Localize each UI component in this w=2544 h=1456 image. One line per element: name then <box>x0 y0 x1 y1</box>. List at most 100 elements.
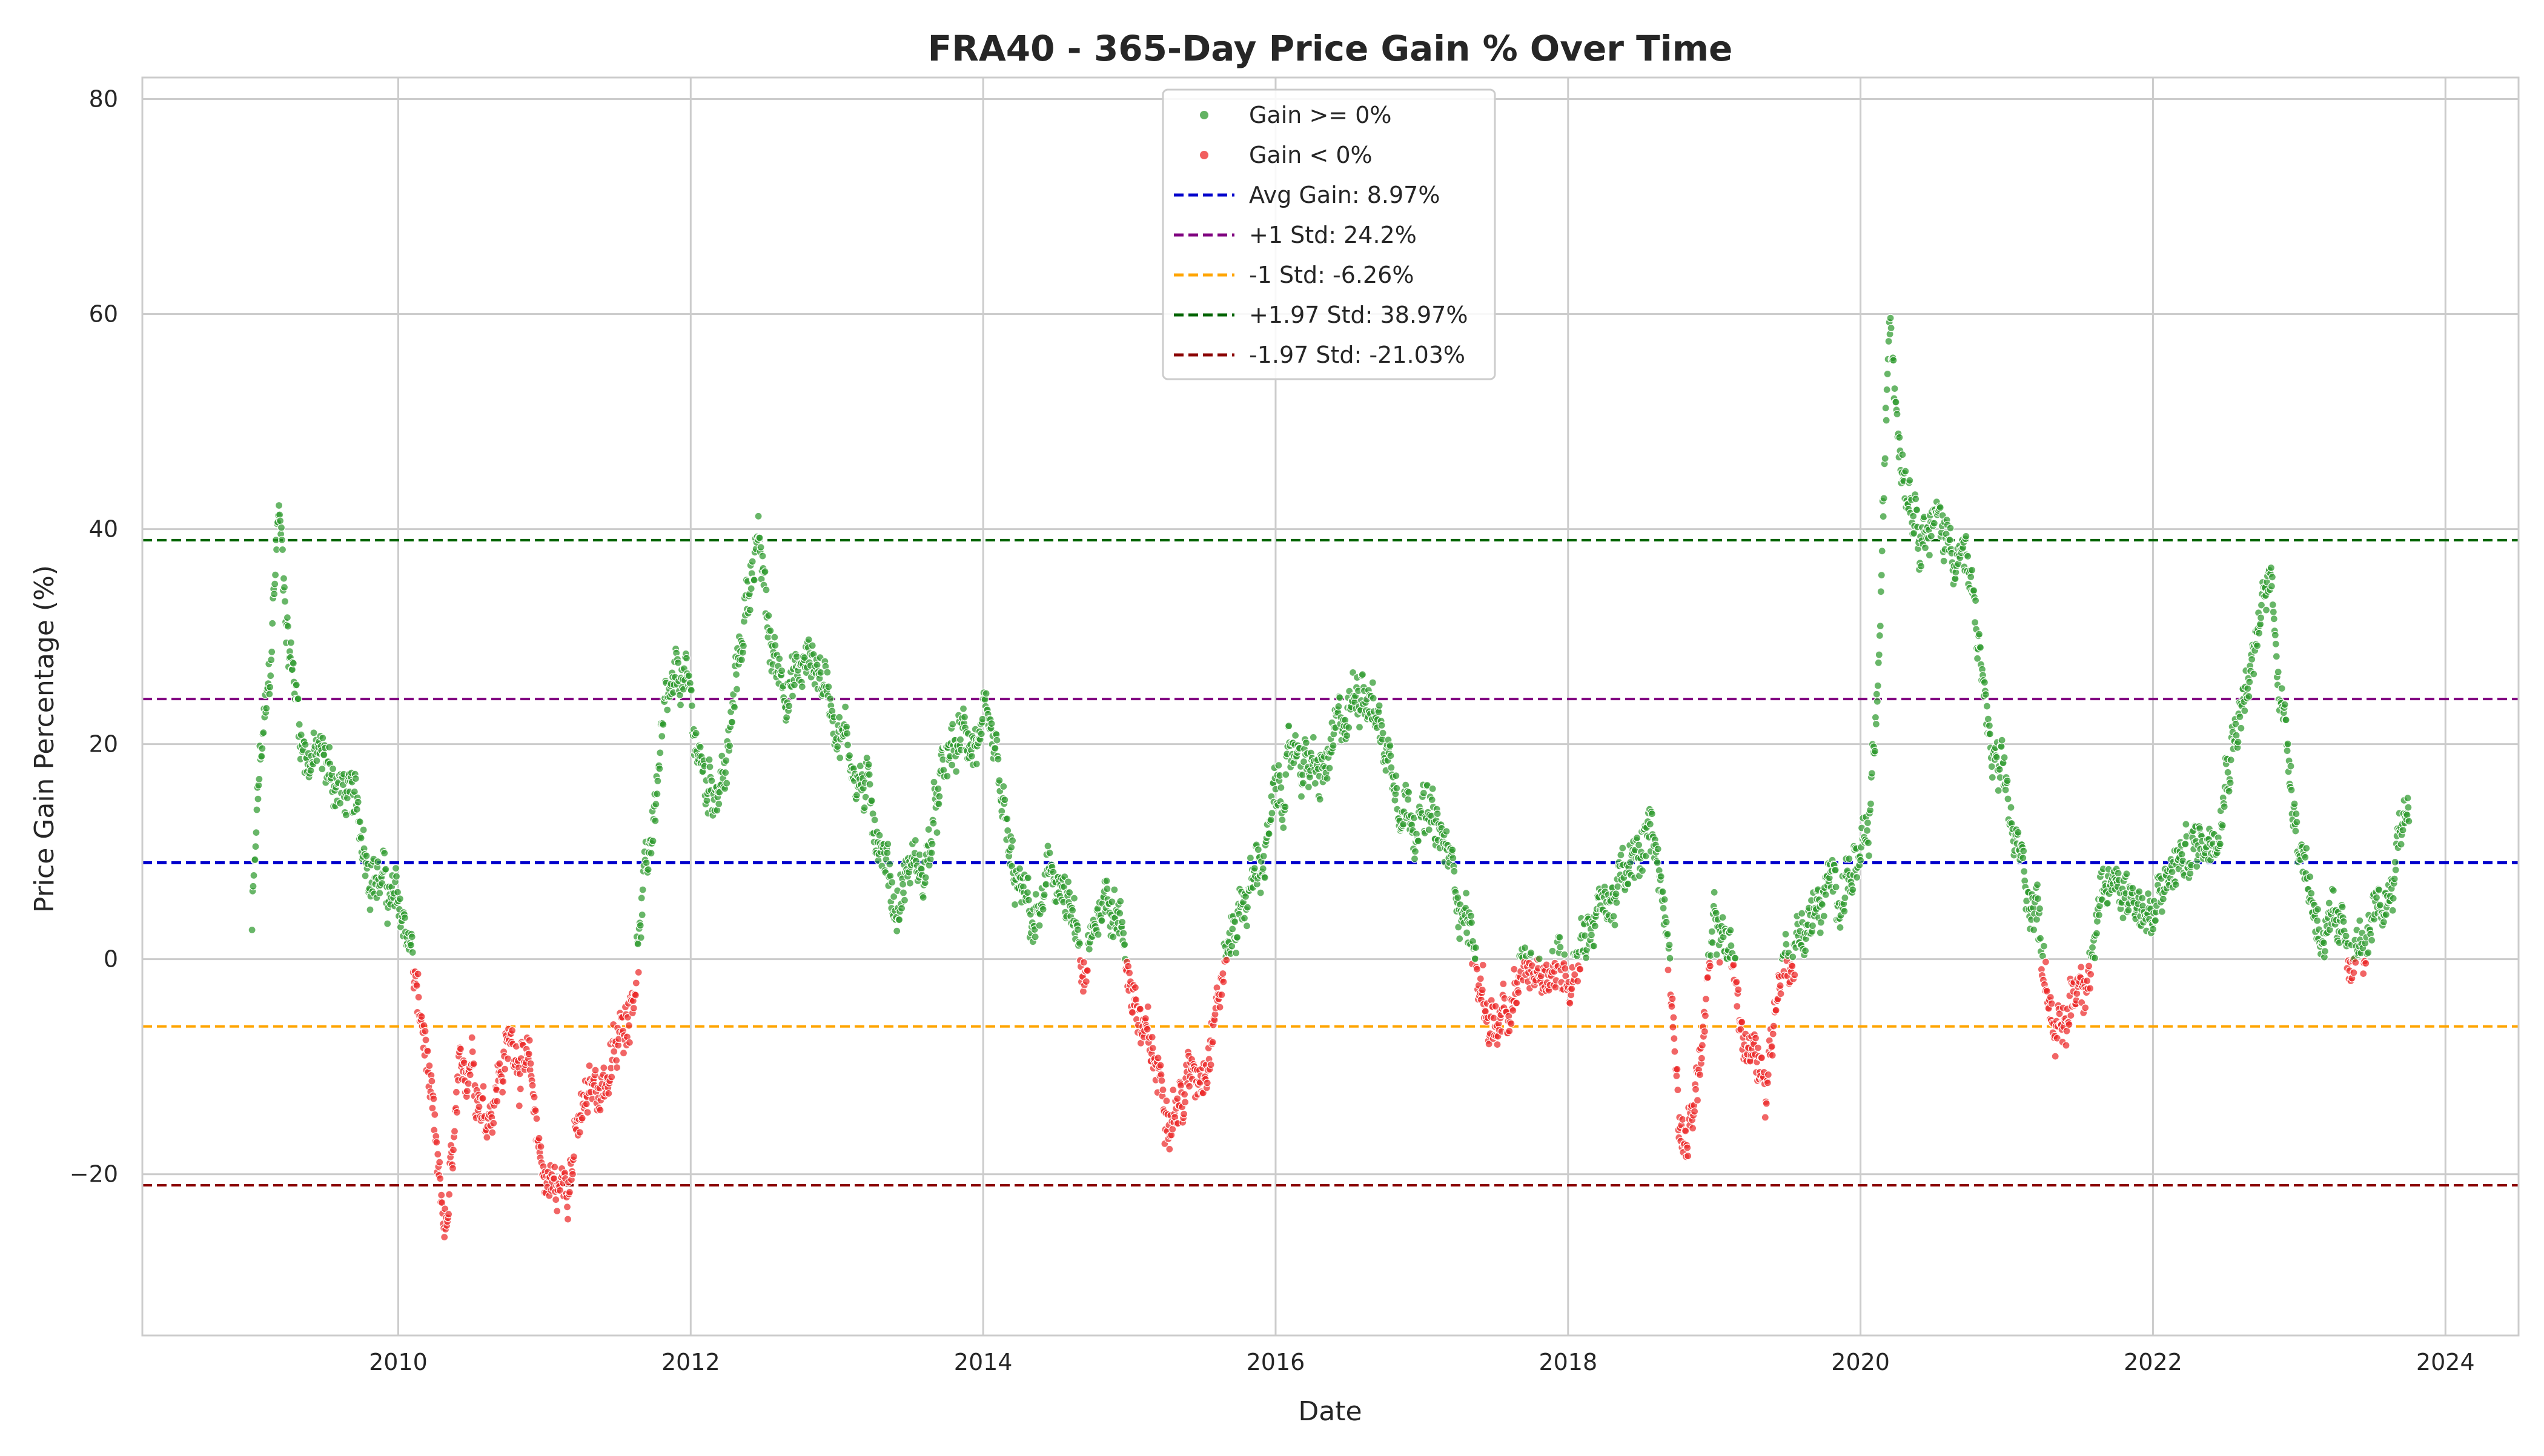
gain-negative-point <box>483 1133 491 1142</box>
gain-positive-point <box>325 743 334 752</box>
gain-positive-point <box>2088 943 2097 952</box>
gain-negative-point <box>532 1114 541 1123</box>
gain-positive-point <box>249 882 257 890</box>
gain-negative-point <box>1790 971 1799 979</box>
gain-positive-point <box>1633 833 1641 842</box>
gain-positive-point <box>1849 885 1857 894</box>
gain-positive-point <box>1309 733 1317 742</box>
gain-positive-point <box>1456 935 1464 943</box>
gain-positive-point <box>875 831 884 839</box>
gain-positive-point <box>1614 882 1622 891</box>
gain-positive-point <box>1867 769 1876 778</box>
gain-positive-point <box>1913 506 1921 514</box>
gain-negative-point <box>1767 1042 1776 1051</box>
gain-negative-point <box>488 1128 497 1137</box>
gain-positive-point <box>2338 902 2347 912</box>
gain-negative-point <box>1128 1008 1137 1017</box>
gain-positive-point <box>2391 865 2400 874</box>
gain-positive-point <box>1939 557 1948 565</box>
gain-negative-point <box>1732 978 1741 986</box>
gain-negative-point <box>468 1047 477 1056</box>
gain-positive-point <box>2339 917 2348 926</box>
gain-positive-point <box>1032 890 1040 899</box>
gain-positive-point <box>1386 741 1394 750</box>
gain-positive-point <box>653 790 661 798</box>
gain-positive-point <box>1617 851 1625 859</box>
gain-positive-point <box>1103 884 1111 893</box>
gain-negative-point <box>2359 969 2368 978</box>
gain-positive-point <box>276 517 285 525</box>
gain-positive-point <box>2389 894 2397 902</box>
gain-negative-point <box>2042 987 2051 996</box>
gain-positive-point <box>1442 827 1451 836</box>
y-tick-label: −20 <box>70 1161 118 1188</box>
gain-positive-point <box>2039 942 2048 950</box>
gain-negative-point <box>568 1170 577 1179</box>
gain-positive-point <box>2168 867 2176 876</box>
gain-positive-point <box>921 873 930 882</box>
gain-negative-point <box>631 991 640 999</box>
gain-positive-point <box>1393 784 1401 793</box>
gain-positive-point <box>1108 898 1116 906</box>
gain-positive-point <box>1311 779 1319 788</box>
gain-positive-point <box>2301 853 2310 862</box>
gain-positive-point <box>987 720 996 728</box>
gain-positive-point <box>1877 587 1885 596</box>
gain-negative-point <box>528 1081 537 1090</box>
gain-positive-point <box>1970 586 1978 595</box>
gain-positive-point <box>1242 922 1251 930</box>
gain-positive-point <box>1878 547 1886 555</box>
gain-positive-point <box>865 770 873 779</box>
gain-positive-point <box>1120 940 1129 949</box>
legend-label: Avg Gain: 8.97% <box>1249 182 1440 208</box>
gain-positive-point <box>1246 853 1254 862</box>
gain-negative-point <box>452 1108 462 1117</box>
gain-positive-point <box>732 685 741 693</box>
gain-positive-point <box>1727 941 1735 950</box>
gain-negative-point <box>1143 1025 1151 1033</box>
gain-positive-point <box>1044 842 1052 850</box>
gain-positive-point <box>1992 753 2001 761</box>
gain-positive-point <box>275 501 283 510</box>
x-tick-label: 2020 <box>1831 1349 1890 1375</box>
gain-negative-point <box>612 1063 621 1072</box>
gain-positive-point <box>2277 684 2286 693</box>
gain-positive-point <box>1660 895 1669 904</box>
gain-positive-point <box>1521 944 1529 952</box>
gain-positive-point <box>1976 643 1985 652</box>
gain-negative-point <box>1213 984 1221 992</box>
gain-positive-point <box>1946 535 1954 544</box>
gain-positive-point <box>927 849 936 857</box>
gain-positive-point <box>257 752 266 761</box>
gain-positive-point <box>1821 890 1830 899</box>
gain-positive-point <box>1267 815 1275 824</box>
gain-positive-point <box>1556 943 1565 951</box>
gain-positive-point <box>658 732 666 741</box>
gain-negative-point <box>1165 1145 1174 1153</box>
gain-negative-point <box>499 1077 508 1086</box>
plot-frame <box>141 76 2520 1337</box>
gain-negative-point <box>1772 1006 1780 1014</box>
gain-positive-point <box>366 905 374 914</box>
gain-negative-point <box>463 1087 471 1096</box>
gain-positive-point <box>1874 658 1883 667</box>
gain-positive-point <box>1414 836 1422 845</box>
gain-positive-point <box>642 858 651 867</box>
gain-positive-point <box>2095 911 2103 919</box>
gain-positive-point <box>259 729 268 737</box>
gain-negative-point <box>2065 1020 2073 1029</box>
gain-positive-point <box>2138 894 2147 902</box>
gain-positive-point <box>319 733 327 743</box>
gain-positive-point <box>1358 670 1366 679</box>
gain-positive-point <box>755 534 764 542</box>
gain-positive-point <box>1336 693 1344 702</box>
gain-negative-point <box>552 1196 560 1204</box>
gain-negative-point <box>553 1206 561 1216</box>
gain-positive-point <box>1653 858 1661 867</box>
gain-negative-point <box>422 1036 430 1044</box>
gain-negative-point <box>1176 1081 1185 1090</box>
gain-positive-point <box>1007 843 1016 852</box>
gain-negative-point <box>565 1188 574 1197</box>
gain-positive-point <box>1611 921 1619 929</box>
gain-negative-point <box>1154 1054 1162 1062</box>
